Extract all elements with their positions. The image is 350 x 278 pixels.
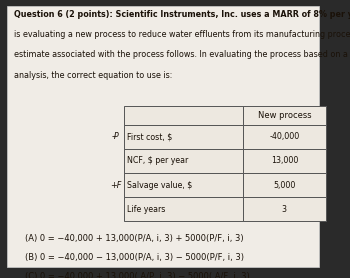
Bar (124, 173, 243, 197)
Text: analysis, the correct equation to use is:: analysis, the correct equation to use is… (14, 71, 172, 80)
Bar (243, 197, 326, 221)
Text: (B) 0 = −40,000 − 13,000(P/A, i, 3) − 5000(P/F, i, 3): (B) 0 = −40,000 − 13,000(P/A, i, 3) − 50… (25, 253, 244, 262)
Text: Life years: Life years (127, 205, 166, 214)
FancyBboxPatch shape (7, 6, 318, 267)
Text: -40,000: -40,000 (269, 132, 300, 141)
Text: 3: 3 (282, 205, 287, 214)
Bar (243, 173, 326, 197)
Bar (124, 106, 243, 125)
Text: 13,000: 13,000 (271, 156, 298, 165)
Text: (C) 0 = −40,000 + 13,000( A/P, i, 3) − 5000( A/F, i, 3): (C) 0 = −40,000 + 13,000( A/P, i, 3) − 5… (25, 272, 249, 278)
Bar (243, 125, 326, 149)
Text: +F: +F (110, 180, 121, 190)
Text: First cost, $: First cost, $ (127, 132, 172, 141)
Text: 5,000: 5,000 (273, 180, 295, 190)
Text: estimate associated with the process follows. In evaluating the process based on: estimate associated with the process fol… (14, 50, 350, 59)
Text: (A) 0 = −40,000 + 13,000(P/A, i, 3) + 5000(P/F, i, 3): (A) 0 = −40,000 + 13,000(P/A, i, 3) + 50… (25, 234, 243, 243)
Bar (124, 125, 243, 149)
Bar (243, 149, 326, 173)
Text: New process: New process (258, 111, 311, 120)
Bar (243, 106, 326, 125)
Text: Salvage value, $: Salvage value, $ (127, 180, 192, 190)
Text: -P: -P (112, 132, 119, 141)
Text: Question 6 (2 points): Scientific Instruments, Inc. uses a MARR of 8% per year. : Question 6 (2 points): Scientific Instru… (14, 10, 350, 19)
Text: is evaluating a new process to reduce water effluents from its manufacturing pro: is evaluating a new process to reduce wa… (14, 30, 350, 39)
Bar (124, 149, 243, 173)
Text: NCF, $ per year: NCF, $ per year (127, 156, 188, 165)
Bar (124, 197, 243, 221)
